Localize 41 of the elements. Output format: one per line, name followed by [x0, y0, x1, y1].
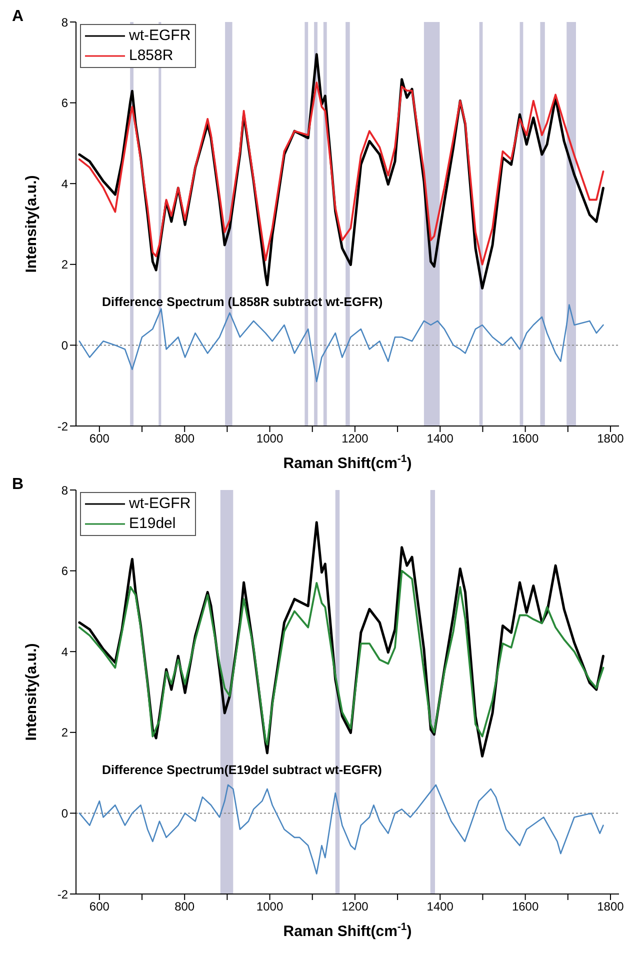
x-tick-label: 800 [174, 900, 195, 914]
line-series [78, 82, 604, 266]
y-tick-label: -2 [57, 419, 68, 434]
legend-label: L858R [129, 46, 174, 66]
y-tick-label: 6 [61, 96, 68, 110]
x-tick-label: 1600 [512, 900, 539, 914]
x-tick-label: 600 [89, 432, 110, 446]
y-tick-label: 0 [61, 338, 68, 352]
y-tick-label: 4 [61, 176, 68, 191]
x-tick-label: 1000 [256, 432, 284, 446]
y-tick-label: 2 [61, 726, 68, 740]
x-tick-label: 1600 [512, 432, 539, 446]
annotation: Difference Spectrum (L858R subtract wt-EGFR) [102, 294, 383, 309]
x-tick-label: 1800 [597, 900, 624, 914]
y-tick-label: 6 [61, 564, 68, 578]
y-tick-label: 0 [61, 806, 68, 820]
y-axis-title: Intensity(a.u.) [22, 643, 40, 741]
x-tick-label: 1800 [597, 432, 624, 446]
x-tick-label: 1400 [426, 900, 454, 914]
x-tick-label: 1000 [256, 900, 284, 914]
x-tick-label: 800 [174, 432, 195, 446]
y-tick-label: -2 [57, 887, 68, 902]
legend-label: wt-EGFR [129, 26, 191, 46]
legend-label: wt-EGFR [129, 494, 191, 514]
y-tick-label: 2 [61, 258, 68, 272]
y-tick-label: 8 [61, 15, 68, 30]
y-tick-label: 4 [61, 644, 68, 659]
annotation: Difference Spectrum(E19del subtract wt-EGFR) [102, 762, 382, 777]
y-axis-title: Intensity(a.u.) [22, 175, 40, 273]
y-tick-label: 8 [61, 483, 68, 498]
x-axis-title: Raman Shift(cm$^{-1}$) [283, 453, 412, 472]
legend-label: E19del [129, 514, 176, 534]
x-tick-label: 1200 [342, 900, 369, 914]
x-tick-label: 1400 [426, 432, 454, 446]
line-series [78, 570, 604, 746]
x-axis-title: Raman Shift(cm$^{-1}$) [283, 921, 412, 940]
line-series [78, 784, 604, 874]
x-tick-label: 600 [89, 900, 110, 914]
x-tick-label: 1200 [342, 432, 369, 446]
chart-title: B [12, 476, 24, 494]
chart-title: A [12, 8, 24, 26]
